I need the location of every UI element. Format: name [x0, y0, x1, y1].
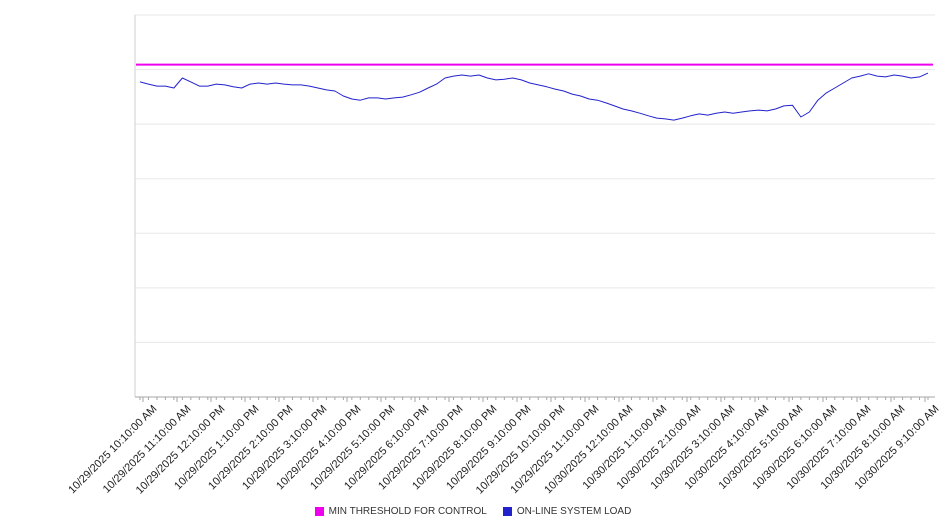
load-swatch-icon	[502, 507, 512, 516]
legend-label-threshold: MIN THRESHOLD FOR CONTROL	[328, 506, 487, 517]
plot-area	[134, 14, 935, 402]
legend: MIN THRESHOLD FOR CONTROL ON-LINE SYSTEM…	[0, 506, 946, 517]
load-series-line	[139, 72, 929, 121]
threshold-swatch-icon	[314, 507, 324, 516]
legend-label-load: ON-LINE SYSTEM LOAD	[516, 506, 632, 517]
legend-item-load: ON-LINE SYSTEM LOAD	[502, 506, 632, 517]
legend-item-threshold: MIN THRESHOLD FOR CONTROL	[314, 506, 487, 517]
